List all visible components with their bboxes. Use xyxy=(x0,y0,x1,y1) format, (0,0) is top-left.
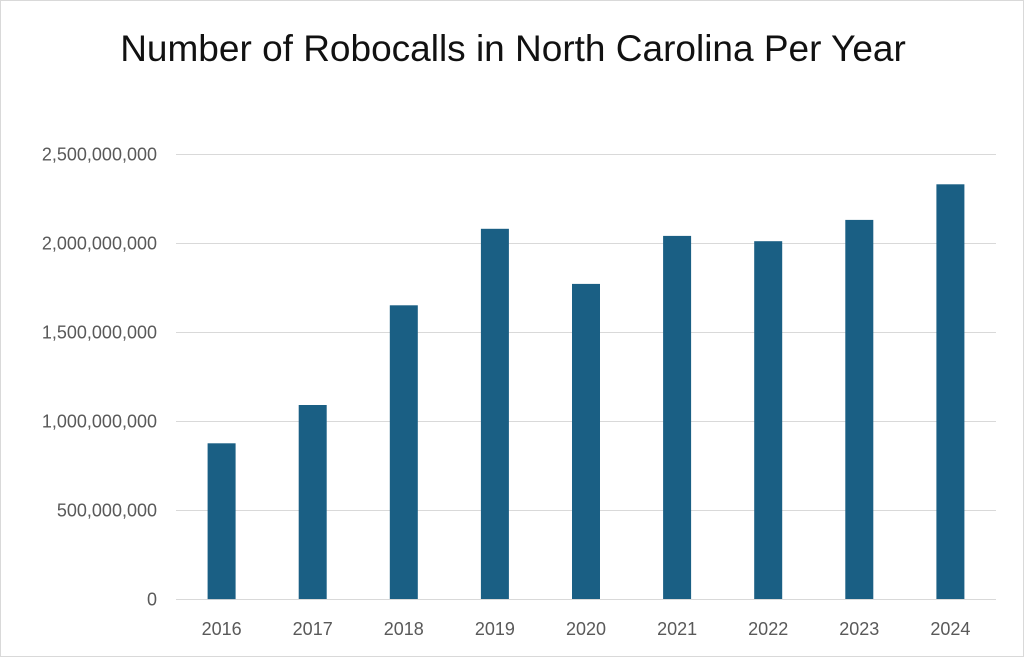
bar-2020 xyxy=(572,283,600,599)
y-tick-label: 2,500,000,000 xyxy=(42,145,157,165)
x-tick-label: 2024 xyxy=(930,619,970,639)
y-tick-label: 1,500,000,000 xyxy=(42,323,157,343)
y-tick-label: 2,000,000,000 xyxy=(42,234,157,254)
bar-2016 xyxy=(207,443,236,600)
x-tick-label: 2021 xyxy=(657,619,697,639)
bar-2021 xyxy=(663,235,692,599)
bar-2023 xyxy=(845,219,874,599)
y-tick-label: 1,000,000,000 xyxy=(42,412,157,432)
chart-title: Number of Robocalls in North Carolina Pe… xyxy=(120,28,906,69)
x-tick-label: 2018 xyxy=(384,619,424,639)
y-tick-label: 0 xyxy=(147,590,157,610)
bar-2018 xyxy=(389,305,418,599)
x-tick-label: 2019 xyxy=(475,619,515,639)
x-tick-label: 2020 xyxy=(566,619,606,639)
x-tick-label: 2022 xyxy=(748,619,788,639)
y-tick-label: 500,000,000 xyxy=(57,501,157,521)
bar-2024 xyxy=(936,184,965,600)
y-axis-tick-labels: 0 500,000,000 1,000,000,000 1,500,000,000 2,… xyxy=(42,145,157,610)
x-tick-label: 2023 xyxy=(839,619,879,639)
x-tick-label: 2016 xyxy=(202,619,242,639)
bar-2022 xyxy=(754,241,783,599)
bars xyxy=(207,184,965,600)
x-axis-tick-labels: 2016 2017 2018 2019 2020 2021 2022 2023 2024 xyxy=(202,619,971,639)
bar-2017 xyxy=(298,405,327,599)
bar-2019 xyxy=(480,228,509,600)
x-tick-label: 2017 xyxy=(293,619,333,639)
